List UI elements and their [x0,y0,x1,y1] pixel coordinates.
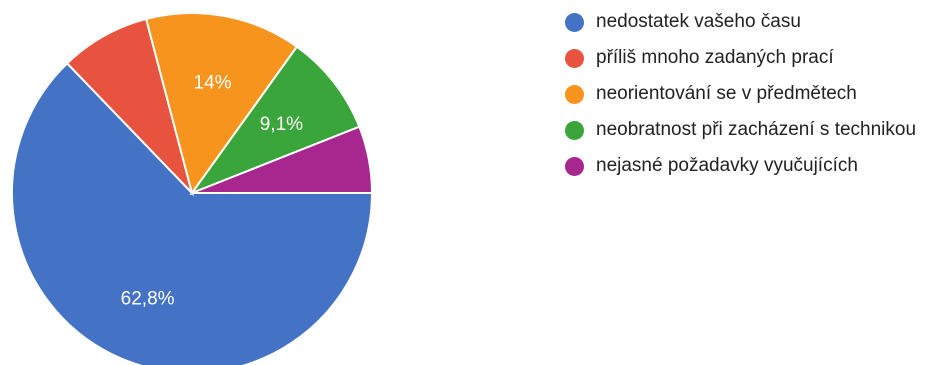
legend-label: nejasné požadavky vyučujících [596,155,858,176]
legend-label: neobratnost při zacházení s technikou [596,119,917,140]
legend-label: nedostatek vašeho času [596,11,801,32]
slice-label: 14% [194,72,232,93]
legend-swatch [565,13,584,32]
slice-label: 62,8% [121,288,175,309]
legend-swatch [565,49,584,68]
legend: nedostatek vašeho času příliš mnoho zada… [565,8,930,188]
legend-item: nedostatek vašeho času [565,8,930,36]
legend-item: neobratnost při zacházení s technikou [565,116,930,144]
legend-item: nejasné požadavky vyučujících [565,152,930,180]
legend-swatch [565,85,584,104]
pie-slice [11,61,374,365]
slice-label: 9,1% [260,114,303,135]
legend-label: příliš mnoho zadaných prací [596,47,834,68]
pie-slice [65,17,194,197]
legend-swatch [565,157,584,176]
legend-swatch [565,121,584,140]
pie-slice [191,125,374,194]
legend-item: příliš mnoho zadaných prací [565,44,930,72]
legend-item: neorientování se v předmětech [565,80,930,108]
legend-label: neorientování se v předmětech [596,83,857,104]
pie-slice [189,45,361,196]
pie-slice [144,12,299,196]
